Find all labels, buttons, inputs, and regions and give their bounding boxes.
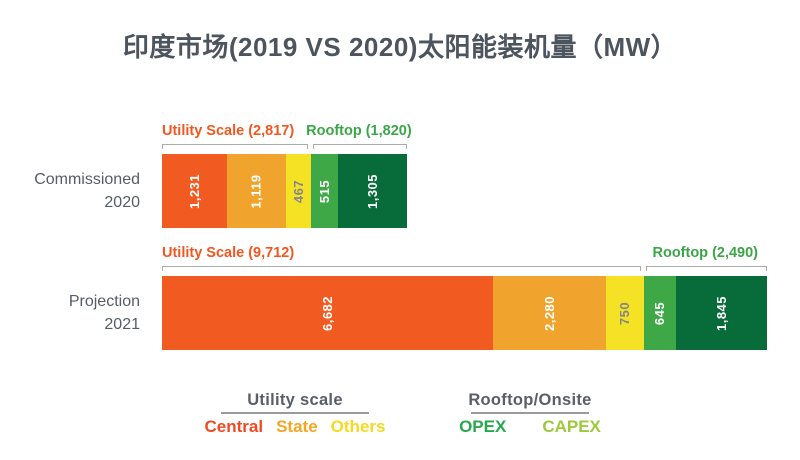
bar-segment-central: 1,231 <box>162 154 228 228</box>
legend-item-opex: OPEX <box>459 417 507 436</box>
bar-segment-state: 2,280 <box>493 276 607 350</box>
segment-value-label: 750 <box>617 301 633 325</box>
utility-bracket <box>162 266 641 271</box>
bar-row: 6,682 2,280 750 645 1,845 Utility Scale (9,71… <box>162 245 768 350</box>
chart-title: 印度市场(2019 VS 2020)太阳能装机量（MW） <box>122 32 678 62</box>
category-label-line: 2020 <box>104 194 140 211</box>
legend-underline-rooftop <box>471 412 589 414</box>
bar-row: 1,231 1,119 467 515 1,305 Utility Scale (2,81… <box>162 123 412 228</box>
legend-group-title-utility: Utility scale <box>247 391 343 409</box>
legend-item-capex: CAPEX <box>542 417 601 436</box>
rooftop-group-label-text: Rooftop (2,490) <box>652 245 759 261</box>
segment-value-label: 1,845 <box>713 295 729 331</box>
bar-segment-state: 1,119 <box>227 154 287 228</box>
legend-item-others: Others <box>330 417 386 436</box>
category-label-line: 2021 <box>104 316 140 333</box>
segment-value-label: 645 <box>652 301 668 325</box>
rooftop-bracket <box>645 266 767 271</box>
category-label: Projection 2021 <box>0 290 140 336</box>
legend-underline-utility <box>221 412 369 414</box>
category-label-line: Projection <box>68 293 140 310</box>
legend-items-rooftop: OPEX CAPEX <box>440 417 620 437</box>
legend-group-title-rooftop: Rooftop/Onsite <box>468 391 592 409</box>
segment-value-label: 6,682 <box>320 295 336 331</box>
segment-value-label: 1,305 <box>365 173 381 209</box>
bar-segment-others: 750 <box>606 276 644 350</box>
legend-item-state: State <box>276 417 318 436</box>
utility-group-label: Utility Scale (2,817) <box>162 123 295 139</box>
utility-bracket <box>162 144 308 149</box>
legend-group-rooftop: Rooftop/Onsite OPEX CAPEX <box>440 391 620 437</box>
category-label-line: Commissioned <box>34 171 140 188</box>
utility-group-label: Utility Scale (9,712) <box>162 245 295 261</box>
segment-value-label: 1,231 <box>187 173 203 209</box>
rooftop-group-label: Rooftop (1,820) <box>306 123 412 139</box>
legend-item-central: Central <box>204 417 264 436</box>
legend-items-utility: Central State Others <box>195 417 395 437</box>
category-label: Commissioned 2020 <box>0 168 140 214</box>
bar-segment-opex: 645 <box>643 276 676 350</box>
rooftop-group-label-text: Rooftop (1,820) <box>306 123 412 139</box>
segment-value-label: 515 <box>316 179 332 203</box>
segment-value-label: 1,119 <box>249 173 265 209</box>
rooftop-group-label: Rooftop (2,490) <box>644 245 767 261</box>
bar-segment-capex: 1,845 <box>675 276 768 350</box>
segment-value-label: 2,280 <box>542 295 558 331</box>
bar-segment-others: 467 <box>286 154 311 228</box>
bar-segment-capex: 1,305 <box>338 154 407 228</box>
bar-segment-central: 6,682 <box>162 276 494 350</box>
segment-value-label: 467 <box>291 179 307 203</box>
legend-group-utility: Utility scale Central State Others <box>195 391 395 437</box>
rooftop-bracket <box>312 144 407 149</box>
bar-segment-opex: 515 <box>310 154 339 228</box>
